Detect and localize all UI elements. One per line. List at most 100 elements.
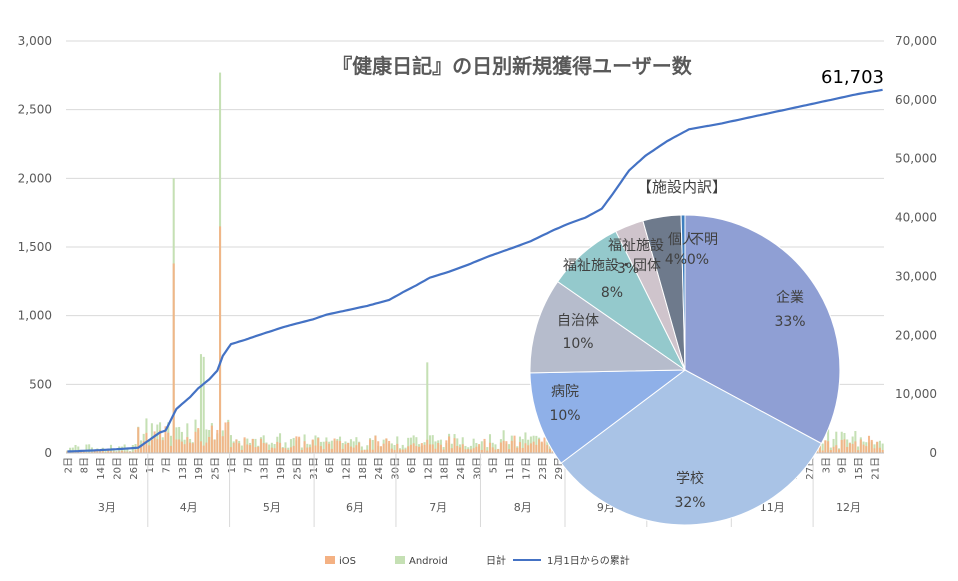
- x-axis-day-label: 14日: [96, 457, 107, 480]
- android-bar: [341, 443, 344, 453]
- ios-bar: [532, 441, 535, 453]
- x-axis-month-label: 5月: [263, 501, 281, 514]
- ios-bar: [478, 444, 481, 453]
- ios-bar: [377, 441, 380, 453]
- pie-slice: [680, 214, 686, 371]
- left-axis-tick-label: 2,500: [18, 103, 52, 117]
- android-bar: [821, 443, 824, 453]
- ios-bar: [270, 447, 273, 453]
- ios-bar: [205, 442, 208, 453]
- ios-bar: [827, 441, 830, 453]
- ios-bar: [213, 439, 216, 453]
- ios-bar: [369, 439, 372, 453]
- ios-bar: [393, 450, 396, 453]
- legend-label: 1月1日からの累計: [547, 554, 630, 567]
- ios-bar: [843, 439, 846, 453]
- x-axis-day-label: 9日: [838, 457, 849, 473]
- android-bar: [407, 437, 410, 453]
- android-bar: [428, 435, 432, 453]
- ios-bar: [439, 444, 442, 453]
- ios-bar: [161, 440, 164, 453]
- ios-bar: [355, 445, 358, 453]
- ios-bar: [330, 448, 333, 453]
- android-bar: [846, 439, 849, 453]
- pie-slice: [529, 369, 687, 464]
- android-bar: [169, 435, 172, 453]
- ios-bar: [221, 436, 224, 453]
- ios-bar: [292, 445, 295, 453]
- android-bar: [393, 445, 396, 453]
- android-bar: [355, 437, 358, 453]
- x-axis-day-label: 17日: [521, 457, 532, 480]
- ios-bar: [150, 439, 153, 453]
- ios-bar: [420, 443, 423, 453]
- ios-bar: [167, 432, 170, 453]
- android-bar: [99, 449, 102, 453]
- ios-bar: [298, 436, 301, 453]
- pie-slice-percent: 8%: [601, 285, 623, 301]
- ios-bar: [529, 443, 532, 453]
- right-axis-tick-label: 20,000: [895, 328, 937, 342]
- ios-bar: [867, 435, 871, 453]
- x-axis-day-label: 25日: [211, 457, 222, 480]
- android-bar: [360, 446, 363, 453]
- ios-bar: [273, 448, 276, 453]
- android-bar: [292, 437, 295, 453]
- pie-slice-percent: 3%: [617, 261, 639, 277]
- android-bar: [835, 431, 838, 453]
- ios-bar: [873, 448, 876, 453]
- ios-bar: [131, 451, 134, 453]
- android-bar: [199, 354, 202, 453]
- ios-bar: [322, 449, 325, 453]
- left-axis-tick-label: 1,000: [18, 309, 52, 323]
- ios-bar: [175, 439, 178, 453]
- ios-bar: [543, 437, 546, 453]
- x-axis-month-label: 7月: [429, 501, 447, 514]
- android-bar: [480, 441, 483, 453]
- ios-bar: [246, 444, 249, 453]
- ios-bar: [347, 442, 350, 453]
- x-axis-day-label: 29日: [554, 457, 565, 480]
- ios-bar: [238, 443, 241, 453]
- android-bar: [832, 438, 835, 453]
- ios-bar: [243, 437, 246, 453]
- pie-slice-percent: 4%: [665, 252, 687, 268]
- android-bar: [205, 429, 208, 453]
- ios-bar: [407, 446, 410, 453]
- android-bar: [77, 446, 80, 453]
- pie-slice-label: 学校: [676, 470, 704, 487]
- ios-bar: [538, 439, 541, 453]
- ios-bar: [99, 451, 102, 453]
- ios-bar: [865, 446, 868, 453]
- ios-bar: [428, 444, 432, 453]
- legend-label: iOS: [339, 556, 356, 567]
- ios-bar: [289, 447, 292, 453]
- ios-bar: [450, 448, 453, 453]
- ios-bar: [862, 444, 865, 453]
- ios-bar: [306, 447, 309, 453]
- ios-bar: [488, 442, 492, 453]
- ios-bar: [79, 451, 83, 453]
- x-axis-month-label: 11月: [760, 501, 785, 514]
- android-bar: [524, 432, 527, 453]
- ios-bar: [832, 446, 835, 453]
- left-axis-tick-label: 2,000: [18, 171, 52, 185]
- x-axis-day-label: 24日: [456, 457, 467, 480]
- pie-slice-percent: 32%: [674, 495, 705, 511]
- ios-bar: [287, 449, 290, 453]
- right-axis-tick-label: 50,000: [895, 152, 937, 166]
- ios-bar: [349, 446, 352, 453]
- ios-bar: [240, 449, 243, 453]
- android-bar: [434, 441, 437, 453]
- ios-bar: [279, 442, 282, 453]
- axes: 0 500 1,000 1,500 2,000 2,500 3,000 0 10,000 20,0…: [18, 34, 937, 527]
- right-axis-tick-label: 0: [929, 446, 937, 460]
- ios-bar: [169, 445, 172, 453]
- pie-slice: [529, 280, 687, 374]
- ios-bar: [535, 444, 538, 453]
- ios-bar: [445, 440, 448, 453]
- ios-bar: [115, 451, 118, 453]
- ios-bar: [183, 444, 186, 453]
- inset-pie: 企業 33% 学校 32% 病院 10% 自治体 10% 福祉施設・団体 8% 福祉施設 3% 個人 4%…: [529, 214, 841, 526]
- ios-bar: [319, 446, 322, 453]
